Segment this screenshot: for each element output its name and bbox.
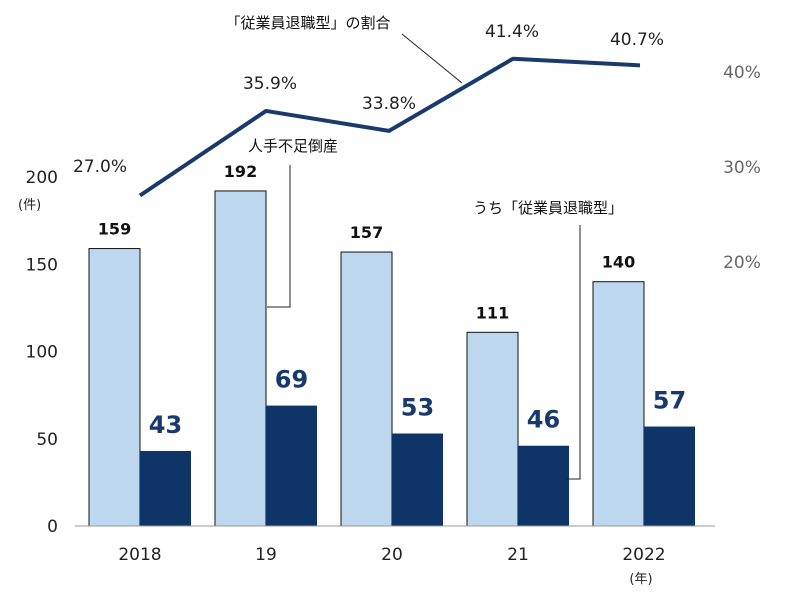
- subset-bar-19: [266, 405, 317, 526]
- subset-bar-2018: [140, 450, 191, 526]
- bars-layer: [88, 190, 695, 527]
- ratio-point-label-21: 41.4%: [485, 22, 539, 42]
- y-tick-label: 100: [26, 343, 58, 363]
- x-tick-label: 19: [255, 545, 277, 565]
- ticks-layer: 0 50 100 150 200 2018 19 20 21 2022 20% 30% 40%: [26, 63, 761, 565]
- x-tick-label: 2018: [118, 545, 161, 565]
- subset-bar-annotation: うち「従業員退職型」: [473, 199, 623, 217]
- ratio-line: [138, 56, 641, 198]
- axes-layer: (件) (年): [18, 198, 715, 587]
- ratio-line-annotation: 「従業員退職型」の割合: [225, 14, 390, 32]
- total-bar-label-20: 157: [350, 223, 383, 242]
- total-bar-label-2018: 159: [98, 220, 131, 239]
- x-tick-label: 20: [381, 545, 403, 565]
- y2-tick-label: 40%: [723, 63, 761, 83]
- total-bar-2018: [88, 248, 141, 527]
- y-tick-label: 50: [36, 430, 58, 450]
- total-bar-21: [466, 331, 519, 527]
- x-tick-label: 2022: [622, 545, 665, 565]
- subset-bar-label-19: 69: [275, 366, 308, 394]
- y2-tick-label: 20%: [723, 253, 761, 273]
- x-axis-unit: (年): [629, 572, 652, 587]
- y-tick-label: 0: [47, 517, 58, 537]
- y-tick-label: 150: [26, 255, 58, 275]
- subset-bar-label-20: 53: [401, 394, 434, 422]
- subset-bar-label-21: 46: [527, 406, 560, 434]
- y-axis-unit: (件): [18, 198, 41, 213]
- ratio-point-label-2018: 27.0%: [73, 157, 127, 177]
- y-tick-label: 200: [26, 168, 58, 188]
- x-tick-label: 21: [507, 545, 529, 565]
- ratio-point-label-19: 35.9%: [243, 74, 297, 94]
- subset-bar-21: [518, 445, 569, 526]
- total-bar-label-2022: 140: [602, 253, 635, 272]
- subset-bar-2022: [644, 426, 695, 526]
- ratio-point-label-20: 33.8%: [362, 94, 416, 114]
- subset-bar-label-2018: 43: [149, 411, 182, 439]
- total-bar-20: [340, 251, 393, 527]
- subset-bar-annotation-leader: [567, 225, 581, 480]
- subset-bar-20: [392, 433, 443, 526]
- total-bar-2022: [592, 281, 645, 527]
- subset-bar-label-2022: 57: [653, 387, 686, 415]
- ratio-annotation-leader: [401, 33, 463, 84]
- y2-tick-label: 30%: [723, 158, 761, 178]
- ratio-point-label-2022: 40.7%: [610, 30, 664, 50]
- total-bar-label-19: 192: [224, 162, 257, 181]
- annotations-layer: 「従業員退職型」の割合 人手不足倒産 うち「従業員退職型」: [225, 14, 623, 480]
- total-bar-annotation-leader: [267, 165, 291, 308]
- total-bar-label-21: 111: [476, 303, 509, 322]
- total-bar-annotation: 人手不足倒産: [248, 137, 338, 155]
- ratio-line-layer: [138, 56, 641, 198]
- data-labels-layer: 159 192 157 111 140 43 69 53 46 57 27.0% 35.9% 33.8%…: [73, 22, 686, 439]
- total-bar-19: [214, 190, 267, 527]
